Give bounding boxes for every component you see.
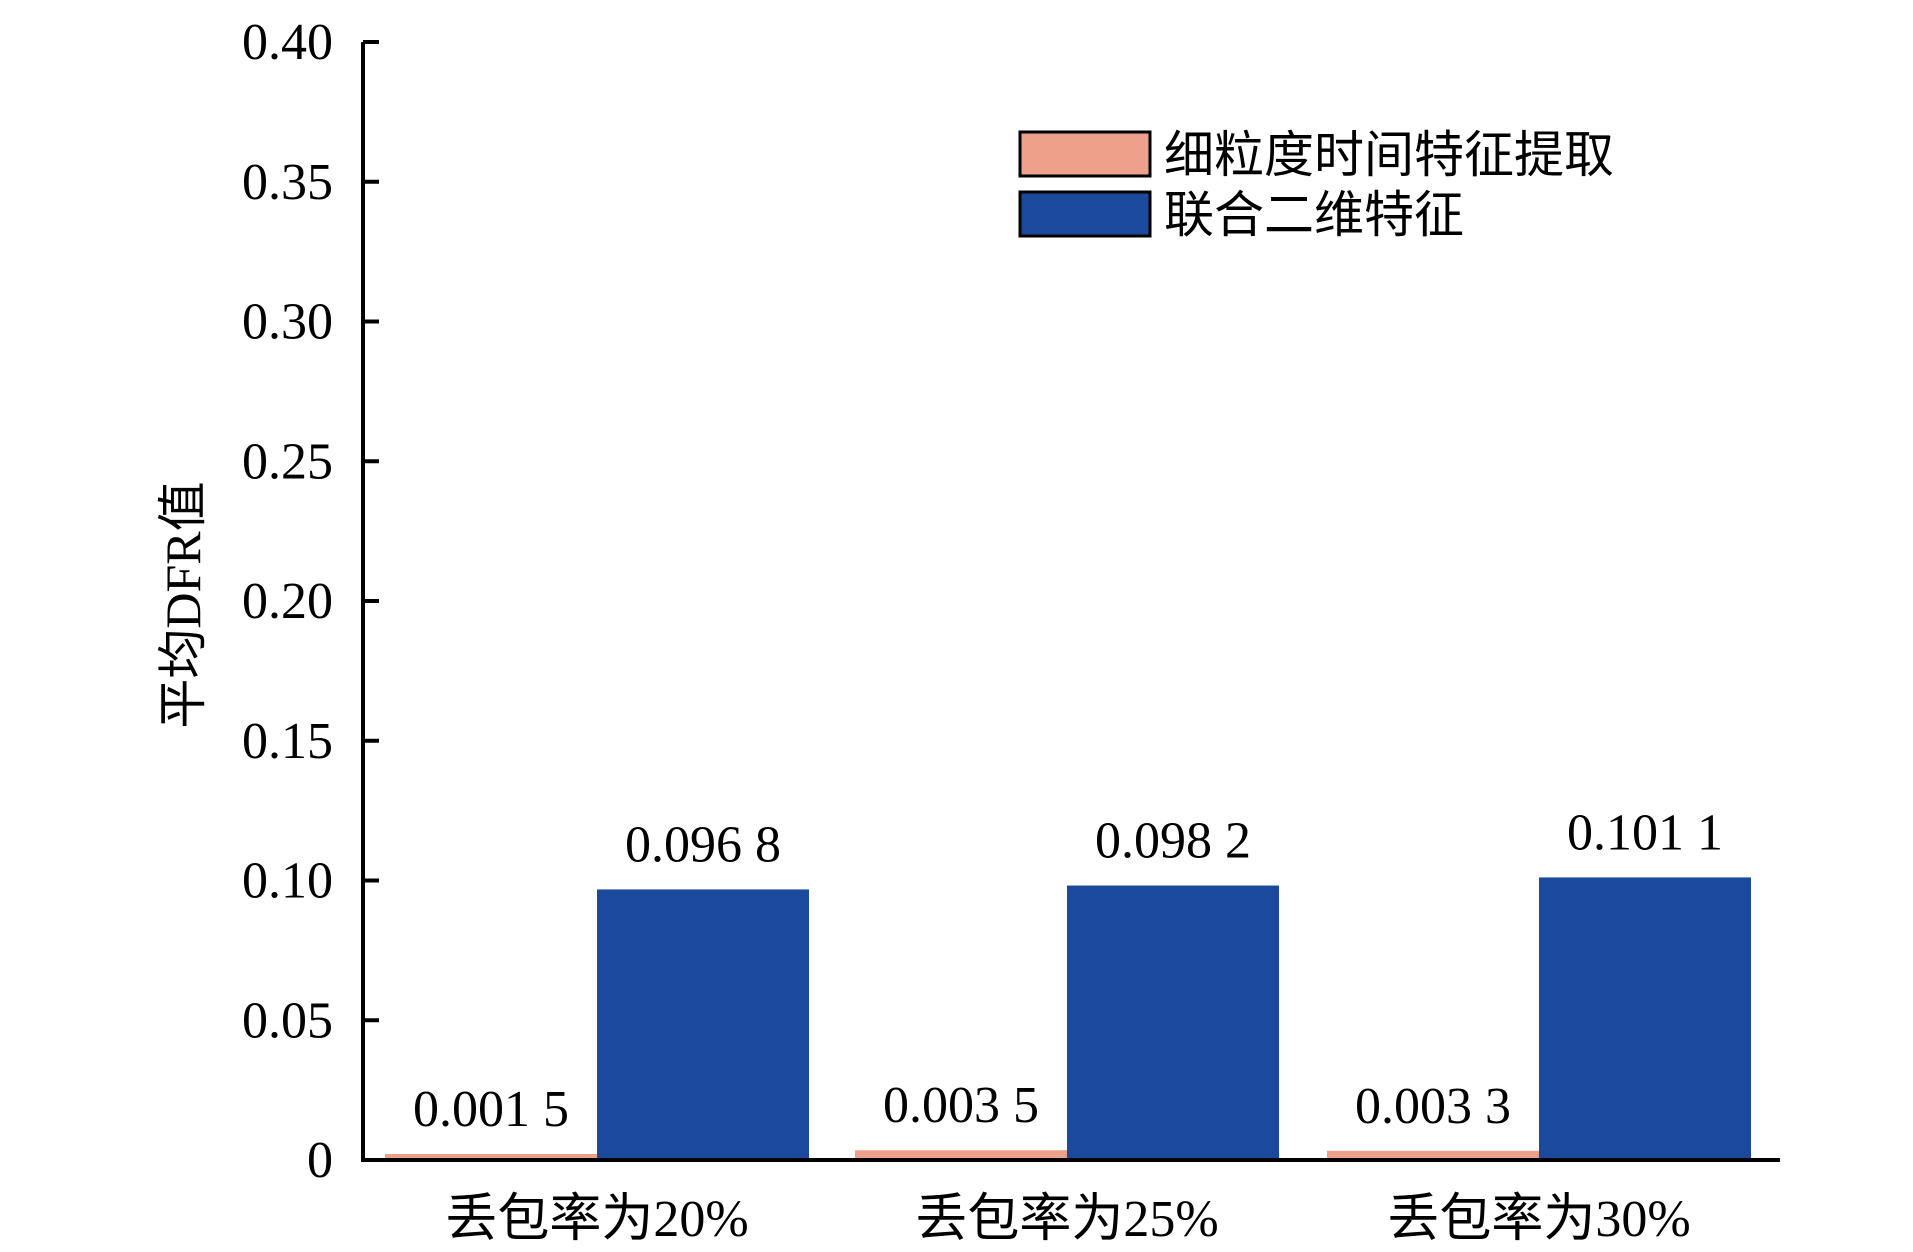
- legend-label: 联合二维特征: [1164, 187, 1464, 243]
- bar-value-label: 0.098 2: [1095, 813, 1251, 870]
- legend-swatch: [1018, 190, 1152, 238]
- y-tick-label: 0.15: [242, 713, 333, 770]
- category-labels: 丢包率为20% 丢包率为25% 丢包率为30%: [445, 1191, 1690, 1248]
- y-axis-ticks: 0 0.05 0.10 0.15 0.20 0.25 0.30 0.35 0.40: [242, 14, 379, 1189]
- x-category-label: 丢包率为20%: [445, 1191, 748, 1248]
- y-tick-label: 0: [307, 1132, 333, 1189]
- y-tick-label: 0.30: [242, 294, 333, 351]
- y-tick-label: 0.05: [242, 992, 333, 1049]
- x-category-label: 丢包率为30%: [1387, 1191, 1690, 1248]
- y-tick-label: 0.40: [242, 14, 333, 71]
- bar-value-label: 0.003 5: [883, 1077, 1039, 1134]
- bar-joint-2d: [1067, 885, 1279, 1160]
- bar-value-label: 0.101 1: [1567, 804, 1723, 861]
- x-category-label: 丢包率为25%: [915, 1191, 1218, 1248]
- y-tick-label: 0.25: [242, 433, 333, 490]
- y-tick-label: 0.20: [242, 573, 333, 630]
- value-labels: 0.001 5 0.096 8 0.003 5 0.098 2 0.003 3 0.101…: [413, 804, 1723, 1138]
- bar-value-label: 0.096 8: [625, 816, 781, 873]
- y-tick-label: 0.35: [242, 154, 333, 211]
- bar-value-label: 0.003 3: [1355, 1078, 1511, 1135]
- y-axis-label: 平均DFR值: [155, 481, 211, 728]
- legend-swatch: [1018, 130, 1152, 178]
- bar-joint-2d: [597, 889, 809, 1160]
- bar-fine-grained: [1327, 1150, 1539, 1160]
- y-tick-label: 0.10: [242, 853, 333, 910]
- legend-label: 细粒度时间特征提取: [1164, 127, 1614, 183]
- bar-fine-grained: [855, 1150, 1067, 1160]
- bars: [385, 877, 1751, 1160]
- bar-joint-2d: [1539, 877, 1751, 1160]
- bar-value-label: 0.001 5: [413, 1081, 569, 1138]
- bar-fine-grained: [385, 1154, 597, 1160]
